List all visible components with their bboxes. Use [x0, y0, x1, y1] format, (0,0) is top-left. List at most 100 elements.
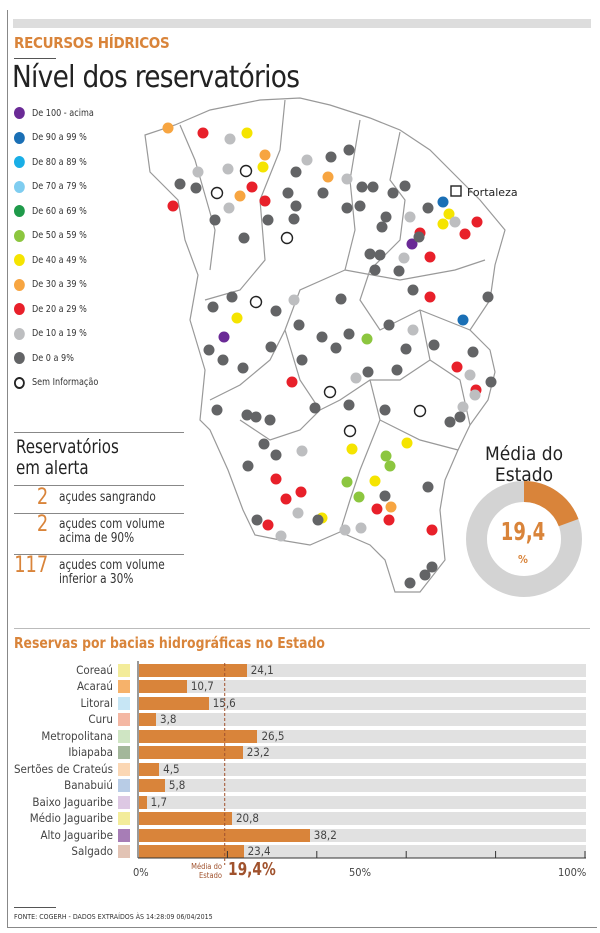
legend-swatch-icon [14, 278, 25, 291]
reservoir-dot [391, 364, 403, 376]
reservoir-dot [419, 569, 431, 581]
basin-swatch [118, 713, 130, 727]
category-label: Médio Jaguaribe [29, 811, 113, 826]
reservoir-dot [241, 127, 253, 139]
reservoir-dot [437, 218, 449, 230]
legend-label: De 10 a 19 % [32, 328, 87, 339]
legend-item: De 90 a 99 % [14, 131, 87, 145]
reservoir-dot [296, 354, 308, 366]
legend-swatch-icon [14, 327, 25, 340]
reservoir-dot [312, 514, 324, 526]
reservoir-dot [426, 561, 438, 573]
legend-swatch-icon [14, 303, 25, 315]
reservoir-dot [258, 438, 270, 450]
alert-text: acima de 90% [59, 531, 135, 546]
reservoir-dot [190, 182, 202, 194]
frame [7, 10, 597, 928]
bar-row: Coreaú 24,1 [0, 663, 600, 678]
reservoir-dot [404, 577, 416, 589]
reservoir-dot [280, 493, 292, 505]
legend-item: De 50 a 59 % [14, 229, 87, 243]
bar [139, 696, 209, 710]
legend-item: De 10 a 19 % [14, 327, 87, 341]
reservoir-dot [223, 202, 235, 214]
reservoir-dot [341, 173, 353, 185]
reservoir-dot [361, 333, 373, 345]
category-label: Ibiapaba [68, 745, 113, 760]
alert-count: 117 [14, 553, 49, 578]
reservoir-dot [282, 187, 294, 199]
basin-swatch [118, 795, 130, 809]
category-label: Litoral [80, 695, 113, 710]
reservoir-dot [288, 294, 300, 306]
bar [139, 779, 165, 793]
bar [139, 762, 160, 776]
reservoir-dot [384, 460, 396, 472]
bar-track: 23,2 [139, 745, 586, 760]
reference-value: 19,4% [228, 859, 276, 880]
reservoir-dot [444, 416, 456, 428]
reservoir-dot [343, 144, 355, 156]
reservoir-dot [369, 264, 381, 276]
reservoir-dot [346, 443, 358, 455]
basin-border [209, 119, 361, 401]
divider [14, 554, 184, 555]
reservoir-dot [242, 460, 254, 472]
bar-value-label: 4,5 [163, 761, 180, 776]
reservoir-map: Fortaleza [144, 97, 518, 593]
legend-swatch-icon [14, 180, 25, 193]
reservoir-dot [355, 522, 367, 534]
alert-text: açudes com volume [59, 517, 165, 532]
bar [139, 812, 232, 826]
legend-item: De 70 a 79 % [14, 180, 87, 194]
basin-swatch [118, 762, 130, 776]
reservoir-dot [393, 265, 405, 277]
reservoir-dot [428, 339, 440, 351]
reservoir-dot [295, 486, 307, 498]
legend-label: De 80 a 89 % [32, 156, 87, 168]
bar [139, 713, 156, 727]
alert-text: açudes sangrando [59, 490, 156, 505]
section-kicker: RECURSOS HÍDRICOS [14, 34, 170, 52]
reservoir-dot [210, 186, 224, 200]
legend-swatch-icon [14, 156, 25, 168]
legend-label: De 0 a 9% [32, 352, 74, 364]
reservoir-dot [325, 151, 337, 163]
legend-label: De 100 - acima [32, 107, 94, 119]
reservoir-dot [250, 411, 262, 423]
reservoir-dot [262, 519, 274, 531]
alert-title: Reservatórios em alerta [16, 437, 119, 479]
bar-value-label: 23,2 [246, 745, 270, 760]
category-label: Alto Jaguaribe [40, 827, 113, 842]
bar-row: Salgado 23,4 [0, 844, 600, 859]
alert-text: inferior a 30% [59, 572, 134, 587]
reservoir-dot [162, 122, 174, 134]
bar [139, 680, 187, 694]
basin-border [239, 329, 321, 441]
reservoir-dot [286, 376, 298, 388]
legend-item: Sem Informação [14, 376, 98, 390]
reservoir-dot [317, 187, 329, 199]
reservoir-dot [316, 331, 328, 343]
reservoir-dot [379, 490, 391, 502]
legend-swatch-icon [14, 229, 25, 242]
category-label: Banabuiú [64, 778, 113, 793]
reservoir-dot [280, 231, 294, 245]
reservoir-dot [259, 149, 271, 161]
basin-swatch [118, 746, 130, 760]
alert-title-line: em alerta [16, 457, 89, 479]
reservoir-dot [354, 200, 366, 212]
reservoir-dot [374, 249, 386, 261]
state-average-value: 19,4 [500, 517, 546, 546]
reservoir-dot [485, 376, 497, 388]
reservoir-dot [209, 214, 221, 226]
reservoir-dot [264, 414, 276, 426]
bar-track: 20,8 [139, 811, 586, 826]
reservoir-dot [270, 305, 282, 317]
reservoir-dot [343, 399, 355, 411]
reservoir-dot [406, 238, 418, 250]
bar-row: Ibiapaba 23,2 [0, 745, 600, 760]
legend-swatch-icon [14, 254, 25, 266]
legend-label: Sem Informação [32, 377, 99, 388]
reservoir-dot [398, 252, 410, 264]
